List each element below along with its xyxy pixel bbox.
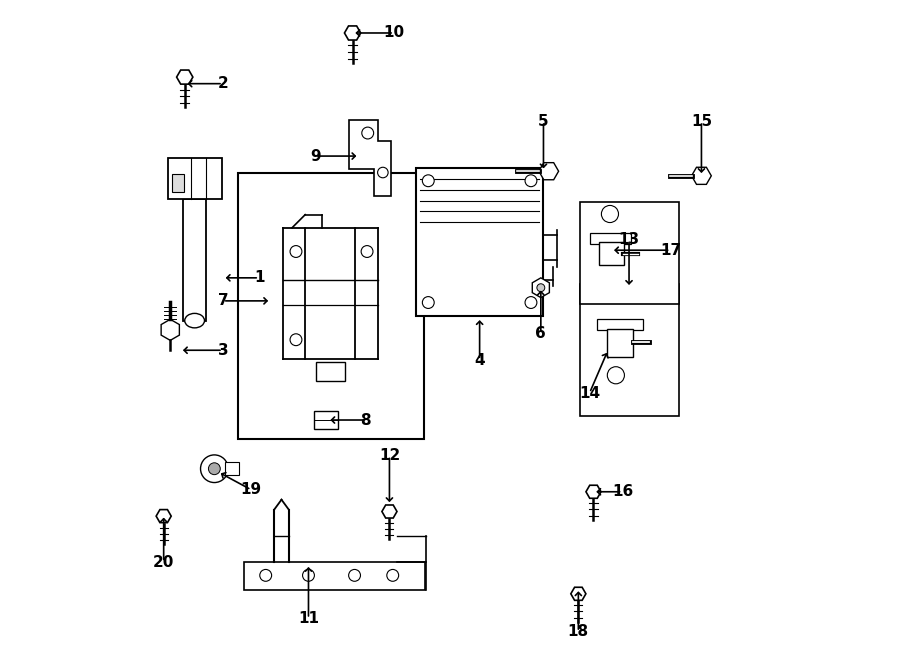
- Polygon shape: [349, 120, 391, 196]
- Circle shape: [362, 127, 374, 139]
- Text: 4: 4: [474, 352, 485, 368]
- Text: 3: 3: [218, 343, 229, 358]
- Circle shape: [201, 455, 229, 483]
- Bar: [172, 174, 184, 192]
- Bar: [225, 462, 239, 475]
- Ellipse shape: [184, 313, 204, 328]
- Circle shape: [378, 167, 388, 178]
- Bar: [316, 362, 345, 381]
- Bar: [184, 199, 206, 321]
- Text: 6: 6: [536, 327, 546, 341]
- Text: 13: 13: [618, 232, 640, 247]
- Text: 14: 14: [579, 385, 600, 401]
- Circle shape: [302, 569, 314, 581]
- Text: 15: 15: [691, 114, 712, 129]
- Bar: [607, 329, 633, 357]
- Text: 20: 20: [153, 555, 175, 570]
- Circle shape: [290, 246, 302, 257]
- Circle shape: [260, 569, 272, 581]
- Text: 17: 17: [660, 243, 681, 258]
- Circle shape: [209, 463, 220, 475]
- Text: 12: 12: [379, 448, 400, 463]
- Circle shape: [348, 569, 361, 581]
- Circle shape: [422, 175, 434, 186]
- Circle shape: [387, 569, 399, 581]
- Bar: [238, 173, 424, 439]
- Bar: [599, 243, 625, 264]
- Bar: [580, 202, 680, 304]
- Text: 1: 1: [254, 270, 265, 286]
- Bar: [314, 411, 338, 428]
- Bar: [590, 233, 631, 244]
- Bar: [167, 158, 221, 199]
- Circle shape: [601, 206, 618, 223]
- Circle shape: [525, 175, 537, 186]
- Text: 2: 2: [218, 76, 229, 91]
- Text: 18: 18: [568, 625, 589, 639]
- Bar: [597, 319, 643, 330]
- Text: 10: 10: [383, 26, 405, 40]
- Text: 16: 16: [612, 485, 633, 499]
- Text: 5: 5: [538, 114, 549, 129]
- Bar: [580, 284, 680, 416]
- Circle shape: [422, 297, 434, 309]
- Text: 19: 19: [240, 483, 262, 497]
- Circle shape: [525, 297, 537, 309]
- Text: 7: 7: [218, 293, 229, 309]
- Circle shape: [361, 246, 373, 257]
- Text: 8: 8: [360, 412, 371, 428]
- Circle shape: [290, 334, 302, 346]
- Circle shape: [537, 284, 544, 292]
- Text: 11: 11: [298, 611, 319, 627]
- Bar: [244, 563, 425, 590]
- Circle shape: [608, 367, 625, 384]
- Bar: [417, 168, 543, 316]
- Text: 9: 9: [310, 149, 320, 163]
